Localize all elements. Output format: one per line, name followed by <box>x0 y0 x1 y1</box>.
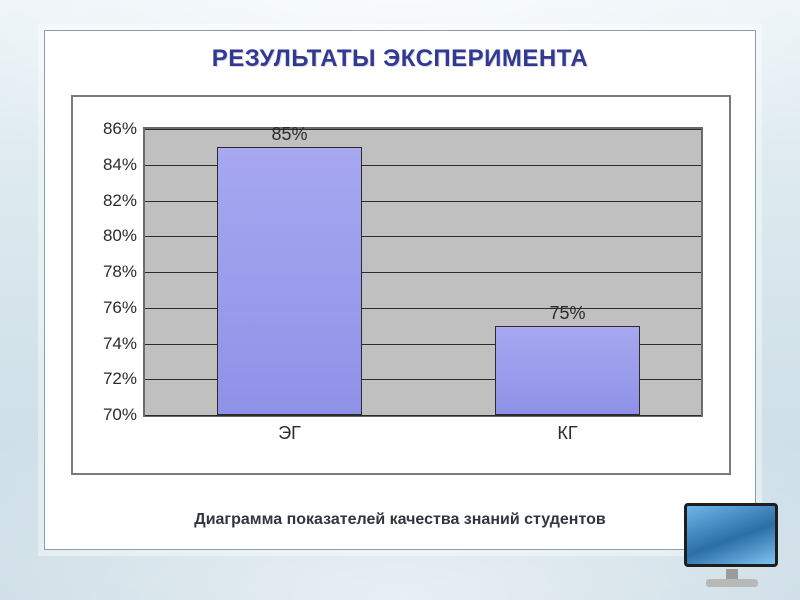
bar-value-label: 85% <box>218 124 361 145</box>
y-tick-label: 86% <box>103 119 137 139</box>
bar: 85% <box>217 147 362 415</box>
chart-outer-frame: 70% 72% 74% 76% 78% 80% 82% 84% 86% 85% ЭГ 75% КГ <box>71 95 731 475</box>
content-card: РЕЗУЛЬТАТЫ ЭКСПЕРИМЕНТА 70% 72% 74% 76% 78% 8… <box>44 30 756 550</box>
chart-title: РЕЗУЛЬТАТЫ ЭКСПЕРИМЕНТА <box>45 31 755 73</box>
monitor-icon <box>676 499 786 594</box>
chart-subtitle: Диаграмма показателей качества знаний ст… <box>45 511 755 529</box>
monitor-screen-icon <box>684 503 778 567</box>
bar: 75% <box>495 326 640 415</box>
bar-value-label: 75% <box>496 303 639 324</box>
x-category-label: КГ <box>557 423 577 444</box>
gridline <box>145 415 701 416</box>
y-tick-label: 70% <box>103 405 137 425</box>
y-tick-label: 78% <box>103 262 137 282</box>
y-tick-label: 74% <box>103 334 137 354</box>
plot-area: 70%72%74%76%78%80%82%84%86%85%ЭГ75%КГ <box>143 127 703 417</box>
y-tick-label: 72% <box>103 369 137 389</box>
y-tick-label: 82% <box>103 191 137 211</box>
x-category-label: ЭГ <box>278 423 301 444</box>
monitor-base-icon <box>706 579 758 587</box>
y-tick-label: 84% <box>103 155 137 175</box>
y-tick-label: 80% <box>103 226 137 246</box>
y-tick-label: 76% <box>103 298 137 318</box>
